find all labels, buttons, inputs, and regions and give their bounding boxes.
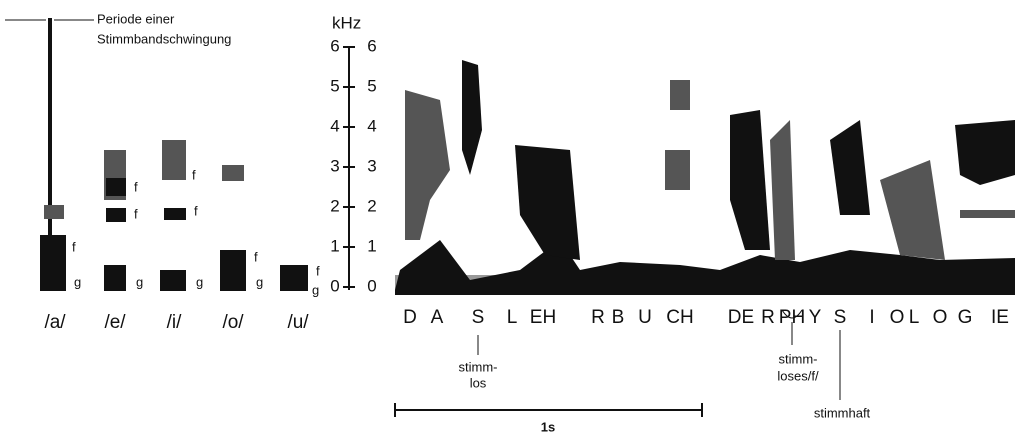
tick-label: 6: [367, 36, 376, 55]
blob: [770, 120, 795, 260]
segment-label: B: [612, 307, 625, 328]
tick-label: 1: [367, 236, 376, 255]
tick-label: 5: [367, 76, 376, 95]
segment-label: L: [507, 307, 518, 328]
blob: [164, 208, 186, 220]
formant-label: f: [134, 206, 138, 221]
segment-label: A: [431, 307, 444, 328]
blob: [280, 265, 308, 291]
blob: [222, 165, 244, 181]
blob: [405, 90, 450, 240]
fundamental-label: g: [312, 282, 319, 297]
tick-label: 4: [367, 116, 376, 135]
formant-label: f: [72, 239, 76, 254]
note: loses/f/: [777, 368, 819, 383]
vowel-label: /i/: [167, 312, 183, 333]
axis-unit: kHz: [332, 13, 361, 32]
segment-label: D: [403, 307, 417, 328]
blob: [162, 140, 186, 180]
vowel-label: /u/: [287, 312, 309, 333]
tick-label: 1: [330, 236, 339, 255]
blob: [960, 210, 1015, 218]
note: stimm-: [459, 359, 498, 374]
tick-label: 3: [367, 156, 376, 175]
annotation: Stimmbandschwingung: [97, 31, 231, 46]
tick-label: 0: [330, 276, 339, 295]
segment-label: O: [933, 307, 948, 328]
blob: [462, 60, 482, 175]
note: los: [470, 375, 487, 390]
fundamental-label: g: [136, 274, 143, 289]
segment-label: I: [869, 307, 874, 328]
formant-label: f: [316, 263, 320, 278]
segment-label: G: [958, 307, 973, 328]
blob: [730, 110, 770, 250]
segment-label: U: [638, 307, 652, 328]
tick-label: 6: [330, 36, 339, 55]
segment-label: IE: [991, 307, 1009, 328]
formant-label: f: [254, 249, 258, 264]
blob: [955, 120, 1015, 185]
segment-label: L: [909, 307, 920, 328]
tick-label: 2: [330, 196, 339, 215]
tick-label: 2: [367, 196, 376, 215]
tick-label: 0: [367, 276, 376, 295]
blob: [830, 120, 870, 215]
scale-label: 1s: [541, 419, 555, 434]
segment-label: S: [472, 307, 485, 328]
segment-label: Y: [809, 307, 822, 328]
vowel-label: /e/: [104, 312, 126, 333]
blob: [515, 145, 580, 260]
blob: [106, 178, 126, 196]
blob: [106, 208, 126, 222]
tick-label: 4: [330, 116, 339, 135]
fundamental-label: g: [196, 274, 203, 289]
bracket: [781, 309, 803, 319]
blob: [160, 270, 186, 291]
blob: [665, 150, 690, 190]
blob: [220, 250, 246, 291]
notes: stimm- los stimm- loses/f/ stimmhaft 1s: [394, 309, 871, 434]
segment-label: O: [890, 307, 905, 328]
fundamental-label: g: [256, 274, 263, 289]
vowel-label: /o/: [222, 312, 244, 333]
tick-label: 5: [330, 76, 339, 95]
segment-label: S: [834, 307, 847, 328]
vowel-label: /a/: [44, 312, 66, 333]
period-line: [48, 18, 52, 290]
annotation: Periode einer: [97, 11, 175, 26]
utterance-spectrogram: [395, 60, 1015, 295]
blob: [880, 160, 945, 260]
segment-label: R: [761, 307, 775, 328]
blob: [40, 235, 66, 291]
segment-label: DE: [728, 307, 754, 328]
tick-label: 3: [330, 156, 339, 175]
blob: [104, 265, 126, 291]
note: stimm-: [779, 351, 818, 366]
segment-label: CH: [666, 307, 693, 328]
segment-label: EH: [530, 307, 556, 328]
blob: [44, 205, 64, 219]
formant-label: f: [192, 167, 196, 182]
vowel-spectra: Periode einer Stimmbandschwingung: [5, 11, 308, 291]
fundamental-label: g: [74, 274, 81, 289]
blob: [670, 80, 690, 110]
segment-label: PH: [779, 307, 805, 328]
note: stimmhaft: [814, 405, 871, 420]
formant-label: f: [134, 179, 138, 194]
formant-label: f: [194, 203, 198, 218]
segment-label: R: [591, 307, 605, 328]
